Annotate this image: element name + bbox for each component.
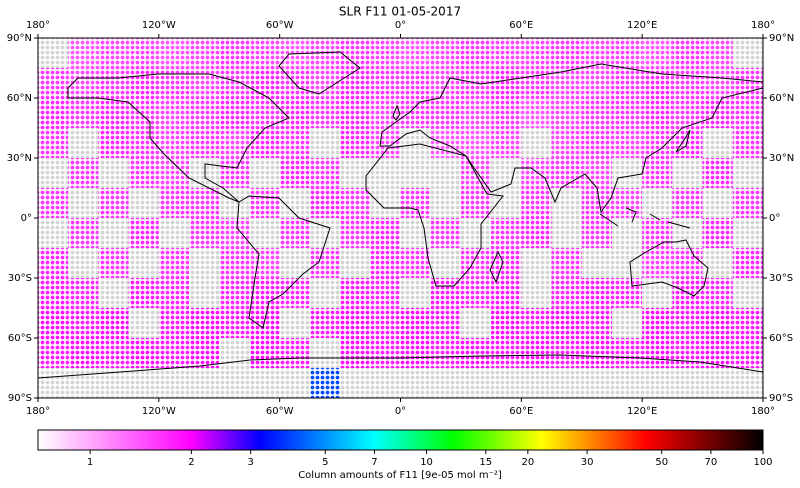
x-tick-label: 60°E bbox=[509, 20, 533, 31]
colorbar-tick-label: 20 bbox=[521, 457, 534, 468]
colorbar-tick-label: 30 bbox=[581, 457, 594, 468]
colorbar-tick-label: 70 bbox=[705, 457, 718, 468]
y-tick-label: 0° bbox=[21, 213, 32, 224]
north-america bbox=[67, 73, 290, 203]
y-tick-label: 90°N bbox=[7, 33, 32, 44]
africa bbox=[365, 143, 504, 287]
y-tick-label: 60°S bbox=[769, 333, 793, 344]
y-tick-label: 30°N bbox=[769, 153, 794, 164]
colorbar-tick-label: 50 bbox=[655, 457, 668, 468]
x-tick-label: 120°W bbox=[142, 406, 176, 417]
x-tick-label: 180° bbox=[751, 406, 775, 417]
y-tick-label: 60°S bbox=[8, 333, 32, 344]
y-tick-label: 60°N bbox=[769, 93, 794, 104]
coastlines bbox=[38, 51, 763, 379]
colorbar-tick-label: 10 bbox=[420, 457, 433, 468]
y-tick-label: 30°S bbox=[769, 273, 793, 284]
axes: 180° 180° 120°W 120°W 60°W 60°W 0° 0° 60°E 60°E 12… bbox=[7, 20, 794, 417]
colorbar-tick-label: 100 bbox=[753, 457, 772, 468]
colorbar-tick-label: 1 bbox=[87, 457, 93, 468]
uk bbox=[392, 104, 401, 121]
madagascar bbox=[489, 250, 504, 284]
x-tick-label: 60°W bbox=[266, 20, 294, 31]
antarctica bbox=[38, 354, 763, 379]
colorbar-label: Column amounts of F11 [9e-05 mol m⁻²] bbox=[298, 470, 502, 481]
x-tick-label: 0° bbox=[395, 406, 406, 417]
x-tick-label: 180° bbox=[751, 20, 775, 31]
colorbar-tick-label: 2 bbox=[188, 457, 194, 468]
x-tick-label: 120°W bbox=[142, 20, 176, 31]
australia bbox=[629, 239, 709, 297]
japan bbox=[675, 129, 691, 153]
y-tick-label: 90°N bbox=[769, 33, 794, 44]
y-tick-label: 60°N bbox=[7, 93, 32, 104]
y-tick-label: 30°S bbox=[8, 273, 32, 284]
indonesia bbox=[599, 207, 691, 229]
colorbar-tick-label: 7 bbox=[371, 457, 377, 468]
colorbar-tick-label: 3 bbox=[247, 457, 253, 468]
y-tick-label: 90°S bbox=[769, 393, 793, 404]
colorbar-tick-label: 5 bbox=[322, 457, 328, 468]
y-tick-label: 0° bbox=[769, 213, 780, 224]
south-america bbox=[236, 195, 331, 329]
x-tick-label: 180° bbox=[26, 20, 50, 31]
x-tick-label: 60°W bbox=[266, 406, 294, 417]
chart-title: SLR F11 01-05-2017 bbox=[339, 5, 461, 19]
y-tick-label: 30°N bbox=[7, 153, 32, 164]
x-tick-label: 120°E bbox=[627, 20, 657, 31]
y-tick-label: 90°S bbox=[8, 393, 32, 404]
colorbar bbox=[37, 429, 764, 451]
colorbar-tick-label: 15 bbox=[479, 457, 492, 468]
greenland bbox=[278, 51, 361, 95]
x-tick-label: 180° bbox=[26, 406, 50, 417]
x-tick-label: 60°E bbox=[509, 406, 533, 417]
dot-texture bbox=[38, 38, 763, 398]
x-tick-label: 0° bbox=[395, 20, 406, 31]
x-tick-label: 120°E bbox=[627, 406, 657, 417]
